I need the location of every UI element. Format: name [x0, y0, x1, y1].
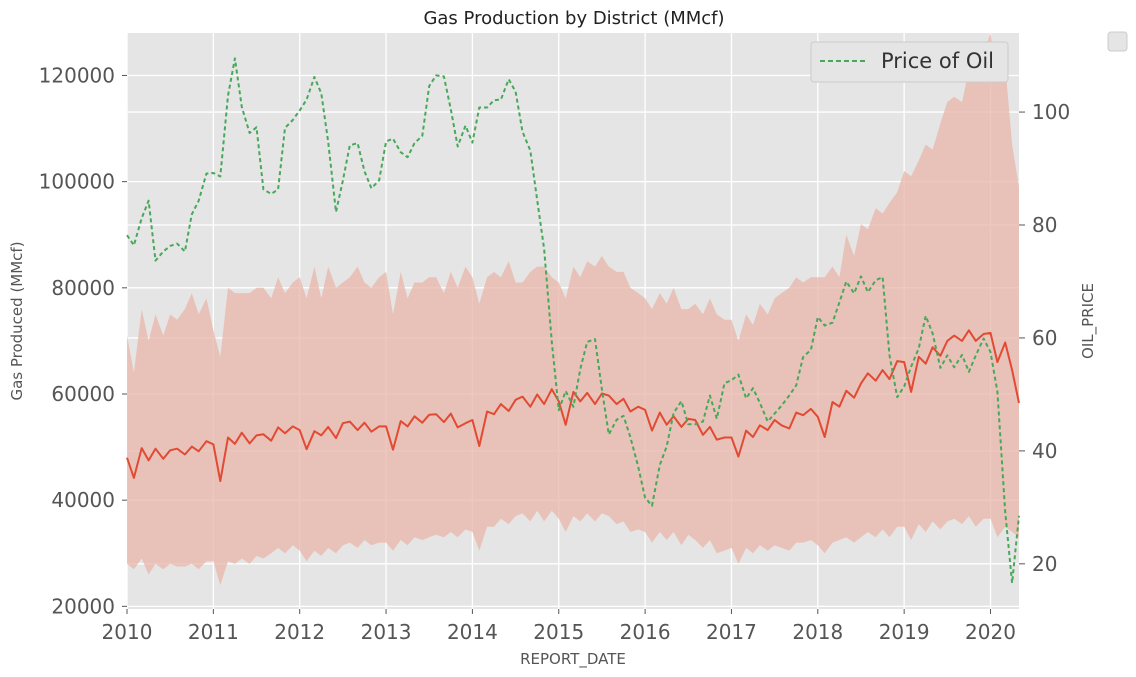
y-left-tick-label: 80000	[51, 276, 115, 300]
production-range-band	[127, 33, 1019, 586]
x-tick-label: 2015	[533, 620, 584, 644]
legend: Price of Oil	[810, 41, 1009, 83]
left-y-axis-label: Gas Produced (MMcf)	[8, 241, 26, 400]
x-tick-label: 2013	[361, 620, 412, 644]
right-y-axis-ticks: 20 40 60 80 100	[1019, 100, 1070, 576]
x-axis-label: REPORT_DATE	[520, 650, 626, 669]
x-tick-label: 2014	[447, 620, 498, 644]
x-tick-label: 2020	[965, 620, 1016, 644]
chart-title: Gas Production by District (MMcf)	[423, 8, 724, 29]
x-tick-label: 2010	[102, 620, 153, 644]
x-tick-label: 2017	[706, 620, 757, 644]
y-left-tick-label: 20000	[51, 594, 115, 618]
oil-price-polyline	[126, 57, 1020, 584]
oil-price-line	[126, 57, 1020, 584]
empty-legend-box	[1107, 31, 1128, 52]
y-left-tick-label: 120000	[39, 63, 115, 87]
production-polyline	[126, 329, 1020, 483]
x-tick-label: 2019	[879, 620, 930, 644]
x-tick-label: 2011	[188, 620, 239, 644]
x-tick-label: 2016	[620, 620, 671, 644]
y-left-tick-label: 100000	[39, 170, 115, 194]
band-area	[127, 33, 1019, 586]
gas-production-line	[126, 329, 1020, 483]
y-right-tick-label: 60	[1032, 326, 1057, 350]
legend-label-oil: Price of Oil	[881, 49, 994, 73]
y-left-tick-label: 40000	[51, 488, 115, 512]
y-right-tick-label: 80	[1032, 213, 1057, 237]
right-y-axis-label: OIL_PRICE	[1079, 283, 1098, 359]
y-right-tick-label: 20	[1032, 552, 1057, 576]
x-tick-label: 2018	[792, 620, 843, 644]
left-y-axis-ticks: 20000 40000 60000 80000 100000 120000	[39, 63, 127, 618]
legend-box	[810, 41, 1009, 83]
y-left-tick-label: 60000	[51, 382, 115, 406]
x-tick-label: 2012	[274, 620, 325, 644]
y-right-tick-label: 100	[1032, 100, 1070, 124]
y-right-tick-label: 40	[1032, 439, 1057, 463]
x-axis-ticks: 2010 2011 2012 2013 2014 2015 2016 2017 2018 2019…	[102, 609, 1016, 644]
